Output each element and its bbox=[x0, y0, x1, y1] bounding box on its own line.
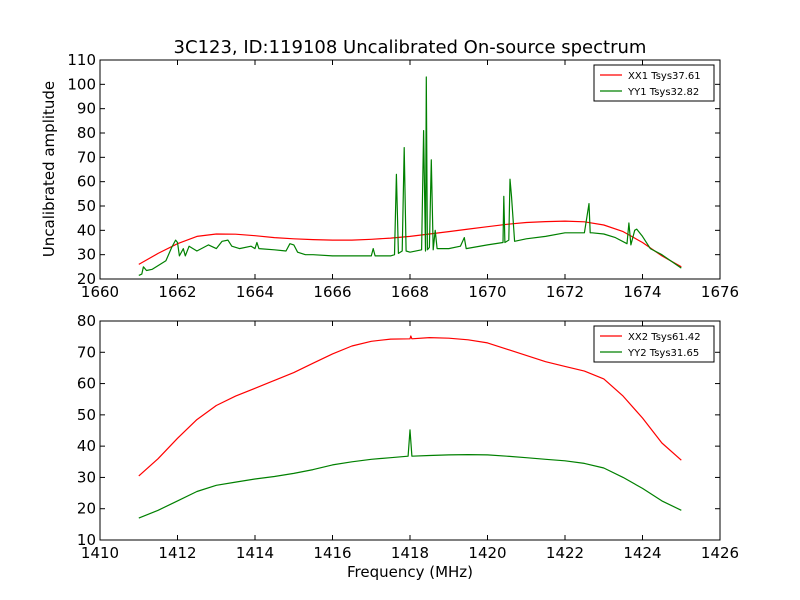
legend-box bbox=[593, 325, 715, 363]
chart-2: 1410 1412 1414 1416 1418 1420 1422 1424 1426 10 20… bbox=[77, 312, 739, 562]
legend-label: XX2 Tsys61.42 bbox=[628, 332, 701, 343]
y-tick-label: 30 bbox=[77, 246, 96, 264]
series-line-xx2 bbox=[138, 335, 682, 477]
y-axis-label: Uncalibrated amplitude bbox=[40, 81, 58, 257]
legend: XX2 Tsys61.42 YY2 Tsys31.65 bbox=[593, 325, 715, 363]
chart-title: 3C123, ID:119108 Uncalibrated On-source … bbox=[174, 37, 647, 58]
x-tick-label: 1674 bbox=[623, 283, 661, 301]
y-tick-label: 90 bbox=[77, 100, 96, 118]
plots: 1660 1662 1664 1666 1668 1670 1672 1674 1676 20 30… bbox=[67, 51, 739, 562]
x-tick-label: 1418 bbox=[391, 544, 429, 562]
x-tick-label: 1668 bbox=[391, 283, 429, 301]
chart-1: 1660 1662 1664 1666 1668 1670 1672 1674 1676 20 30… bbox=[67, 51, 739, 301]
x-tick-label: 1420 bbox=[468, 544, 506, 562]
y-tick-label: 50 bbox=[77, 197, 96, 215]
x-tick-label: 1422 bbox=[546, 544, 584, 562]
x-tick-label: 1426 bbox=[701, 544, 739, 562]
x-tick-label: 1410 bbox=[81, 544, 119, 562]
x-tick-label: 1664 bbox=[236, 283, 274, 301]
legend-label: XX1 Tsys37.61 bbox=[628, 71, 701, 82]
x-tick-label: 1660 bbox=[81, 283, 119, 301]
y-tick-label: 70 bbox=[77, 343, 96, 361]
legend-box bbox=[593, 64, 715, 102]
x-tick-label: 1424 bbox=[623, 544, 661, 562]
series-line-yy1 bbox=[138, 76, 682, 276]
x-tick-label: 1416 bbox=[313, 544, 351, 562]
y-tick-label: 20 bbox=[77, 270, 96, 288]
y-tick-label: 80 bbox=[77, 312, 96, 330]
y-tick-label: 30 bbox=[77, 468, 96, 486]
y-tick-label: 50 bbox=[77, 406, 96, 424]
x-tick-label: 1662 bbox=[158, 283, 196, 301]
x-tick-label: 1670 bbox=[468, 283, 506, 301]
y-tick-label: 60 bbox=[77, 375, 96, 393]
x-tick-label: 1666 bbox=[313, 283, 351, 301]
y-tick-label: 40 bbox=[77, 221, 96, 239]
legend-label: YY1 Tsys32.82 bbox=[627, 87, 699, 98]
y-tick-label: 40 bbox=[77, 437, 96, 455]
x-tick-label: 1414 bbox=[236, 544, 274, 562]
legend: XX1 Tsys37.61 YY1 Tsys32.82 bbox=[593, 64, 715, 102]
series-line-yy2 bbox=[138, 429, 682, 519]
y-tick-label: 100 bbox=[67, 75, 96, 93]
y-tick-label: 10 bbox=[77, 531, 96, 549]
y-tick-label: 110 bbox=[67, 51, 96, 69]
y-tick-label: 80 bbox=[77, 124, 96, 142]
y-tick-label: 20 bbox=[77, 500, 96, 518]
x-tick-label: 1412 bbox=[158, 544, 196, 562]
y-tick-label: 70 bbox=[77, 148, 96, 166]
legend-label: YY2 Tsys31.65 bbox=[627, 348, 699, 359]
x-axis-label: Frequency (MHz) bbox=[347, 563, 473, 581]
y-tick-label: 60 bbox=[77, 173, 96, 191]
x-tick-label: 1672 bbox=[546, 283, 584, 301]
x-tick-label: 1676 bbox=[701, 283, 739, 301]
series-line-xx1 bbox=[138, 220, 682, 268]
